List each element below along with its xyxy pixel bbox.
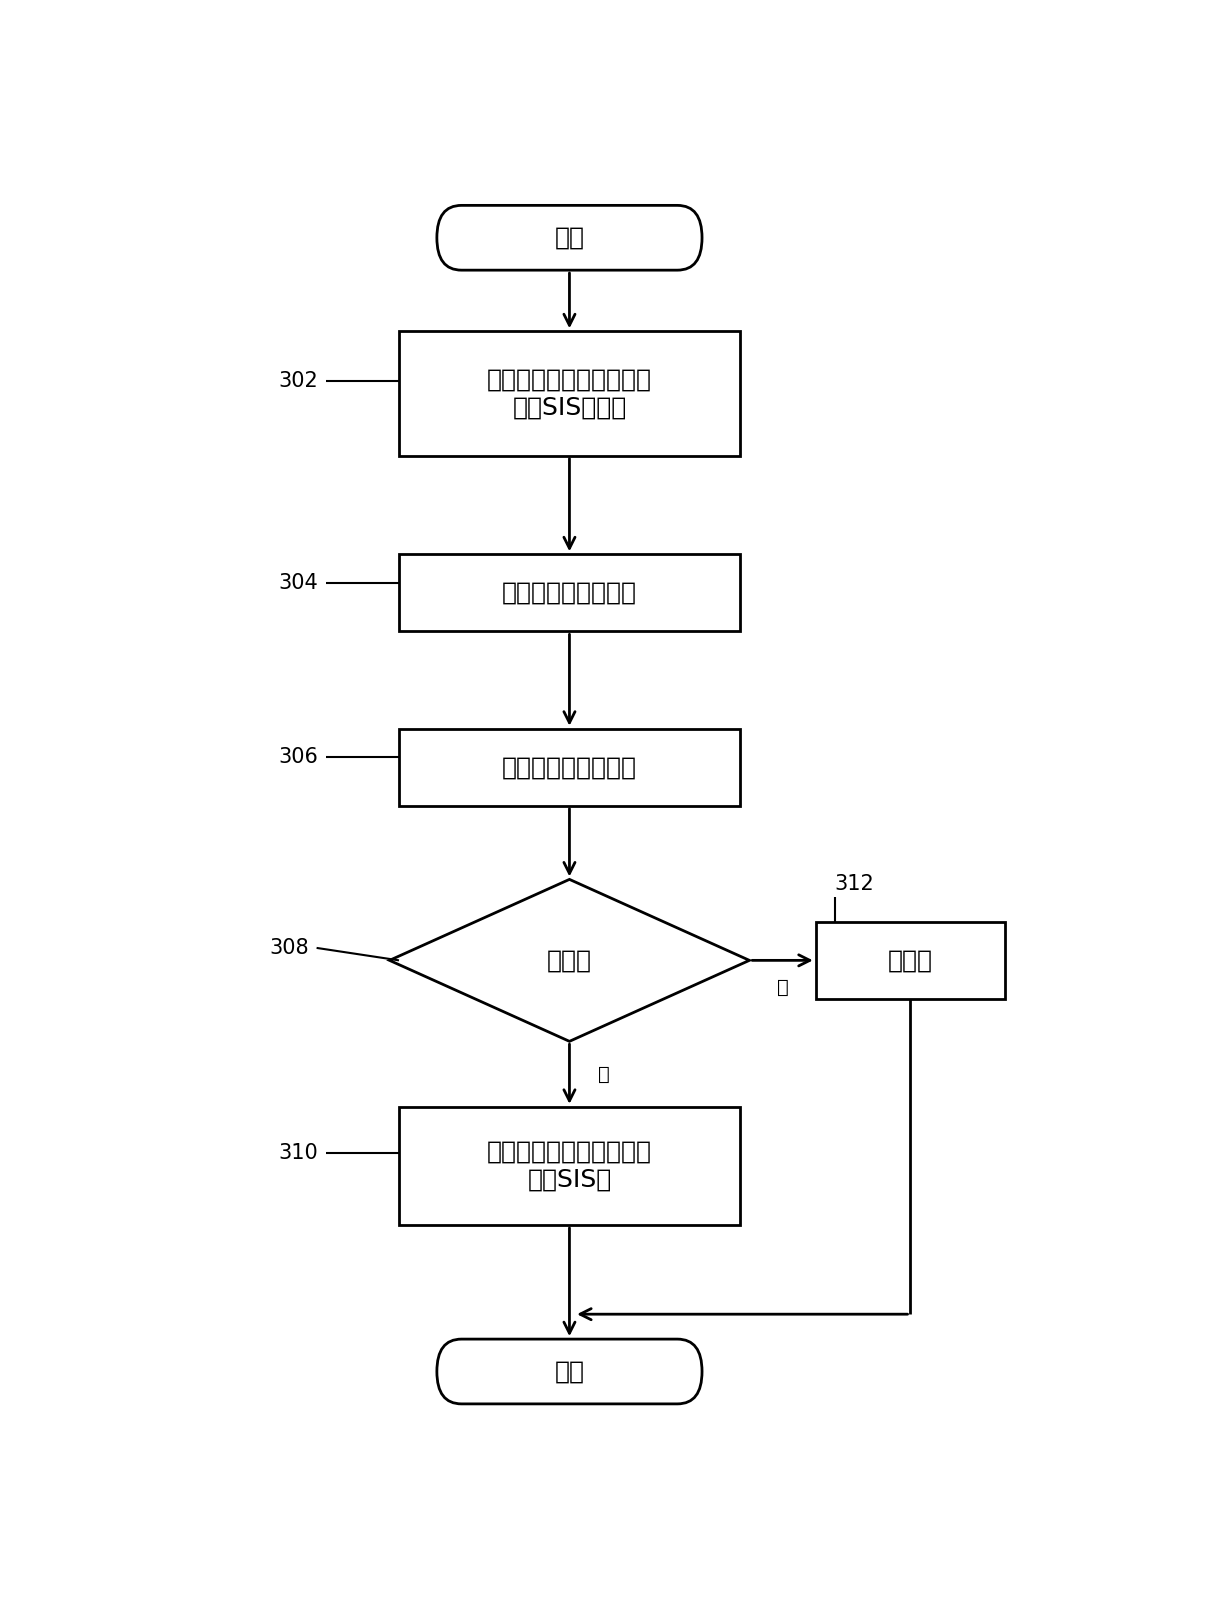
Text: 308: 308: [269, 938, 309, 958]
Polygon shape: [390, 880, 749, 1042]
Bar: [398, 555, 741, 631]
Text: 将包进路到安全仪表化系
统（SIS）: 将包进路到安全仪表化系 统（SIS）: [486, 1141, 653, 1192]
Text: 310: 310: [279, 1144, 319, 1163]
Text: 是: 是: [598, 1065, 610, 1084]
FancyBboxPatch shape: [437, 205, 701, 270]
Bar: [398, 1107, 741, 1225]
Bar: [816, 922, 1006, 998]
FancyBboxPatch shape: [437, 1340, 701, 1404]
Text: 接收寻址到安全仪表化系
统（SIS）的包: 接收寻址到安全仪表化系 统（SIS）的包: [486, 367, 653, 419]
Text: 结束: 结束: [555, 1359, 584, 1383]
Text: 对签名与包进行比较: 对签名与包进行比较: [502, 756, 637, 780]
Text: 从数据仓库检索签名: 从数据仓库检索签名: [502, 581, 637, 605]
Text: 否: 否: [777, 979, 788, 997]
Bar: [398, 728, 741, 806]
Text: 302: 302: [279, 371, 319, 392]
Text: 阻止包: 阻止包: [888, 948, 932, 972]
Text: 306: 306: [279, 748, 319, 767]
Text: 304: 304: [279, 573, 319, 592]
Text: 312: 312: [835, 874, 875, 895]
Text: 开始: 开始: [555, 227, 584, 249]
Text: 匹配？: 匹配？: [547, 948, 591, 972]
Bar: [398, 332, 741, 456]
